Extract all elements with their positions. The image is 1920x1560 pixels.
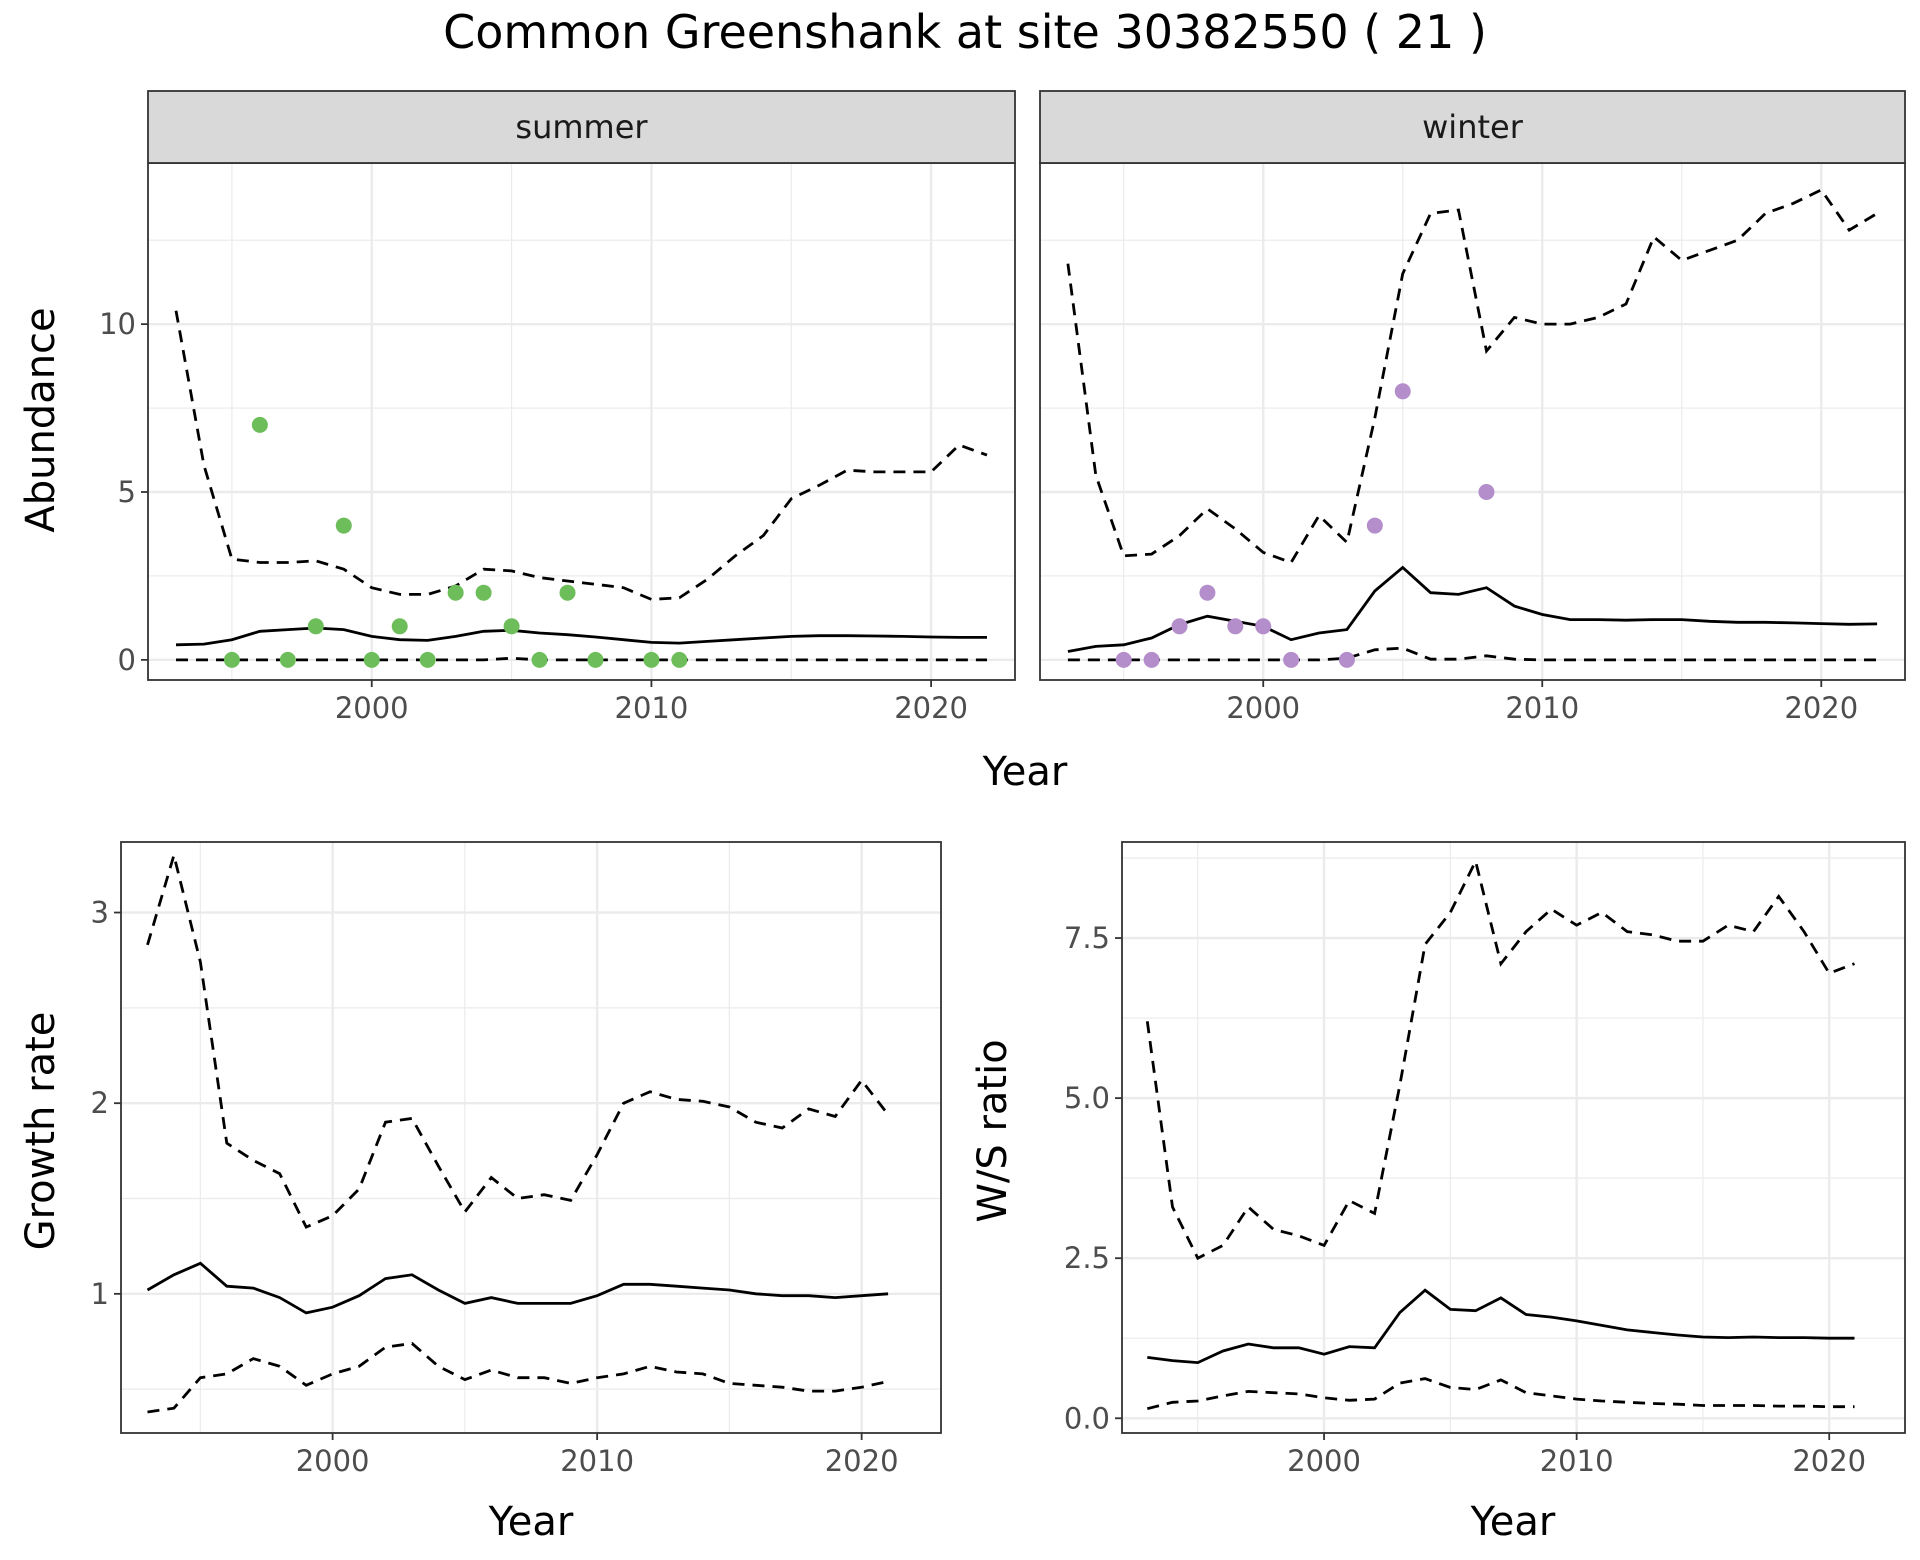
- observed-point: [223, 651, 240, 668]
- observed-point: [1171, 618, 1188, 635]
- observed-point: [447, 584, 464, 601]
- summer-abundance-panel: 2000 2010 2020 0 5 10 summer: [99, 90, 1016, 725]
- y-tick-label: 5.0: [1064, 1081, 1110, 1115]
- facet-strip: [147, 90, 1016, 164]
- observed-point: [279, 651, 296, 668]
- upper-ci-line: [146, 849, 890, 1229]
- observed-point: [1394, 383, 1411, 400]
- abundance-y-axis-title: Abundance: [18, 307, 64, 532]
- observed-point: [1283, 651, 1300, 668]
- figure-title: Common Greenshank at site 30382550 ( 21 …: [443, 5, 1487, 59]
- x-tick-label: 2010: [560, 1444, 634, 1478]
- facet-strip-label: winter: [1422, 108, 1524, 146]
- x-tick-label: 2010: [1505, 691, 1579, 725]
- observed-point: [363, 651, 380, 668]
- winter-abundance-panel: 2000 2010 2020 winter: [1039, 90, 1906, 725]
- y-tick-label: 0: [118, 643, 136, 677]
- observed-point: [1478, 484, 1495, 500]
- growth-rate-panel: 2000 2010 2020 1 2 3: [91, 841, 942, 1478]
- observed-point: [1366, 517, 1383, 534]
- observed-point: [1338, 651, 1355, 668]
- mean-line: [146, 1261, 889, 1315]
- y-tick-label: 2.5: [1064, 1241, 1110, 1275]
- panel-border: [1121, 841, 1906, 1434]
- observed-point: [251, 416, 268, 433]
- lower-ci-line: [147, 1341, 889, 1414]
- y-tick-label: 5: [118, 475, 136, 509]
- observed-point: [559, 584, 576, 601]
- lower-ci-line: [176, 656, 987, 662]
- growth-y-axis-title: Growth rate: [18, 1012, 64, 1251]
- x-tick-label: 2020: [1784, 691, 1858, 725]
- x-tick-label: 2020: [1792, 1444, 1866, 1478]
- y-tick-label: 0.0: [1064, 1401, 1110, 1435]
- x-tick-label: 2000: [1226, 691, 1300, 725]
- observed-point: [1255, 618, 1272, 635]
- observed-point: [587, 651, 604, 668]
- ws-x-axis-title: Year: [1470, 1499, 1556, 1545]
- observed-point: [1143, 651, 1160, 668]
- observed-point: [475, 584, 492, 601]
- observed-point: [1199, 584, 1216, 601]
- x-tick-label: 2020: [825, 1444, 899, 1478]
- observed-point: [503, 618, 520, 635]
- abundance-x-axis-title: Year: [982, 749, 1068, 795]
- observed-point: [531, 651, 548, 668]
- x-tick-label: 2010: [615, 691, 689, 725]
- y-tick-label: 10: [99, 307, 136, 341]
- panel-border: [120, 841, 942, 1434]
- ws-ratio-panel: 2000 2010 2020 0.0 2.5 5.0 7.5: [1064, 841, 1906, 1478]
- observed-point: [1115, 651, 1132, 668]
- x-tick-label: 2020: [894, 691, 968, 725]
- lower-ci-line: [1146, 1377, 1855, 1411]
- lower-ci-line: [1067, 646, 1878, 662]
- y-tick-label: 7.5: [1064, 921, 1110, 955]
- observed-point: [391, 618, 408, 635]
- observed-point: [643, 651, 660, 668]
- y-tick-label: 2: [91, 1086, 109, 1120]
- facet-strip-label: summer: [515, 108, 648, 146]
- x-tick-label: 2010: [1540, 1444, 1614, 1478]
- upper-ci-line: [1066, 188, 1878, 565]
- observed-point: [335, 517, 352, 534]
- observed-point: [307, 618, 324, 635]
- observed-point: [671, 651, 688, 668]
- mean-line: [175, 626, 987, 647]
- mean-line: [1067, 565, 1878, 653]
- ws-y-axis-title: W/S ratio: [970, 1039, 1016, 1222]
- upper-ci-line: [1145, 857, 1855, 1261]
- y-tick-label: 1: [91, 1277, 109, 1311]
- x-tick-label: 2000: [1287, 1444, 1361, 1478]
- growth-x-axis-title: Year: [488, 1499, 574, 1545]
- observed-point: [1227, 618, 1244, 635]
- x-tick-label: 2000: [296, 1444, 370, 1478]
- observed-point: [419, 651, 436, 668]
- facet-strip: [1039, 90, 1906, 164]
- mean-line: [1147, 1288, 1855, 1365]
- y-tick-label: 3: [91, 896, 109, 930]
- x-tick-label: 2000: [335, 691, 409, 725]
- upper-ci-line: [174, 310, 988, 601]
